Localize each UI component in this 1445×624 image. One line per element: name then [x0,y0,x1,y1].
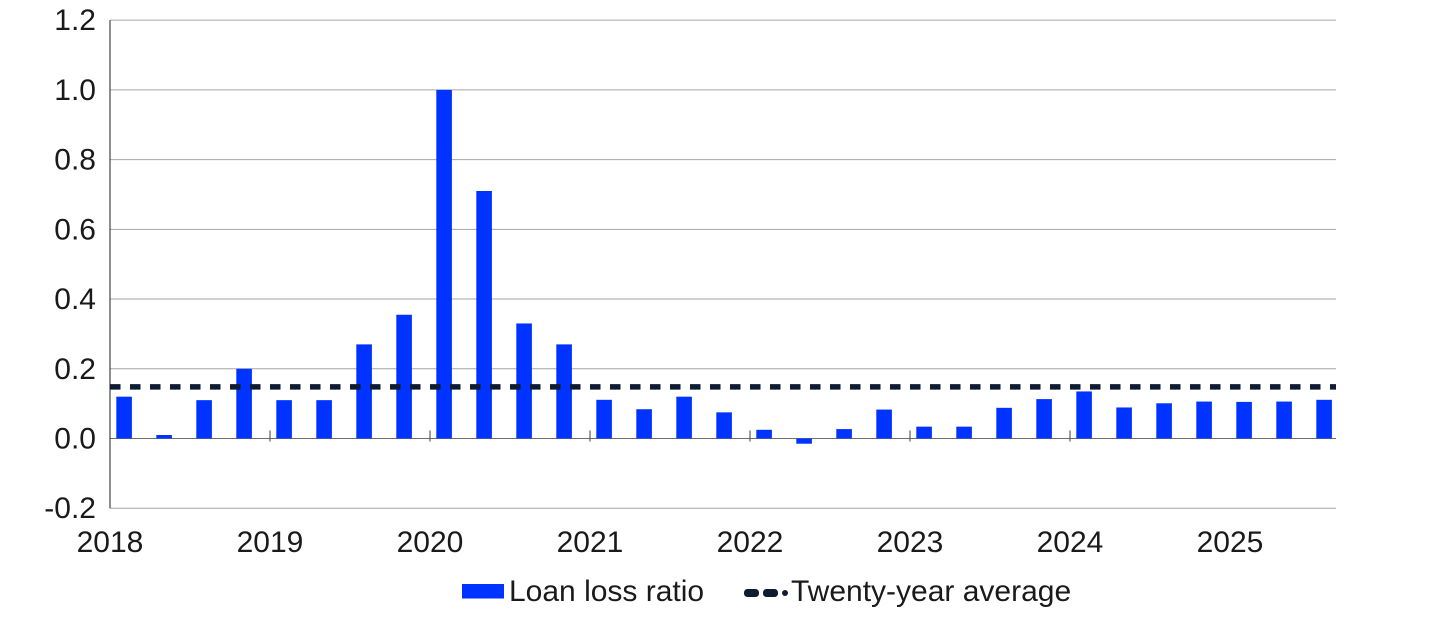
svg-text:0.4: 0.4 [54,283,96,316]
svg-text:2024: 2024 [1037,526,1104,559]
svg-text:2022: 2022 [717,526,784,559]
svg-text:0.6: 0.6 [54,213,96,246]
svg-text:0.8: 0.8 [54,144,96,177]
svg-text:-0.2: -0.2 [44,492,96,525]
svg-text:2023: 2023 [877,526,944,559]
svg-text:Twenty-year average: Twenty-year average [791,575,1071,608]
svg-text:2025: 2025 [1197,526,1264,559]
svg-text:0.0: 0.0 [54,423,96,456]
svg-text:0.2: 0.2 [54,353,96,386]
svg-text:2020: 2020 [397,526,464,559]
svg-text:1.0: 1.0 [54,74,96,107]
svg-text:Loan loss ratio: Loan loss ratio [509,575,704,608]
svg-text:1.2: 1.2 [54,4,96,37]
svg-text:2018: 2018 [77,526,144,559]
svg-text:2021: 2021 [557,526,624,559]
svg-text:2019: 2019 [237,526,304,559]
